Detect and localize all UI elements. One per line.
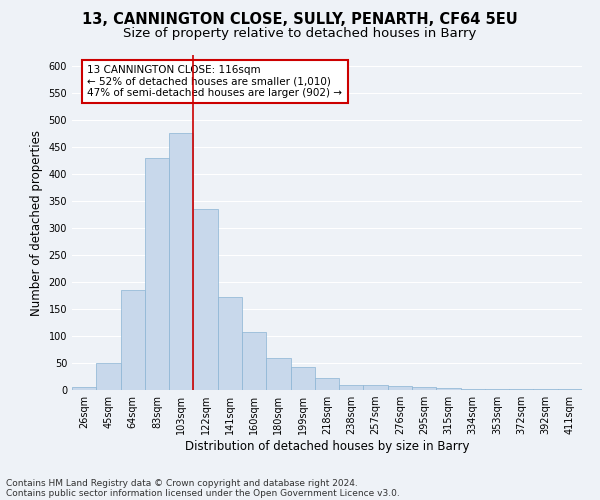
Bar <box>266 358 290 390</box>
Bar <box>193 209 218 390</box>
X-axis label: Distribution of detached houses by size in Barry: Distribution of detached houses by size … <box>185 440 469 453</box>
Text: 13, CANNINGTON CLOSE, SULLY, PENARTH, CF64 5EU: 13, CANNINGTON CLOSE, SULLY, PENARTH, CF… <box>82 12 518 28</box>
Text: Contains public sector information licensed under the Open Government Licence v3: Contains public sector information licen… <box>6 488 400 498</box>
Bar <box>96 363 121 390</box>
Bar <box>218 297 242 390</box>
Bar <box>315 378 339 390</box>
Bar <box>242 332 266 390</box>
Bar <box>145 158 169 390</box>
Bar <box>412 388 436 390</box>
Text: 13 CANNINGTON CLOSE: 116sqm
← 52% of detached houses are smaller (1,010)
47% of : 13 CANNINGTON CLOSE: 116sqm ← 52% of det… <box>88 65 342 98</box>
Bar <box>290 367 315 390</box>
Bar <box>461 389 485 390</box>
Text: Contains HM Land Registry data © Crown copyright and database right 2024.: Contains HM Land Registry data © Crown c… <box>6 478 358 488</box>
Bar <box>364 384 388 390</box>
Bar <box>339 384 364 390</box>
Text: Size of property relative to detached houses in Barry: Size of property relative to detached ho… <box>124 28 476 40</box>
Bar <box>169 134 193 390</box>
Y-axis label: Number of detached properties: Number of detached properties <box>30 130 43 316</box>
Bar <box>121 290 145 390</box>
Bar <box>485 389 509 390</box>
Bar <box>388 386 412 390</box>
Bar <box>72 388 96 390</box>
Bar <box>533 389 558 390</box>
Bar <box>436 388 461 390</box>
